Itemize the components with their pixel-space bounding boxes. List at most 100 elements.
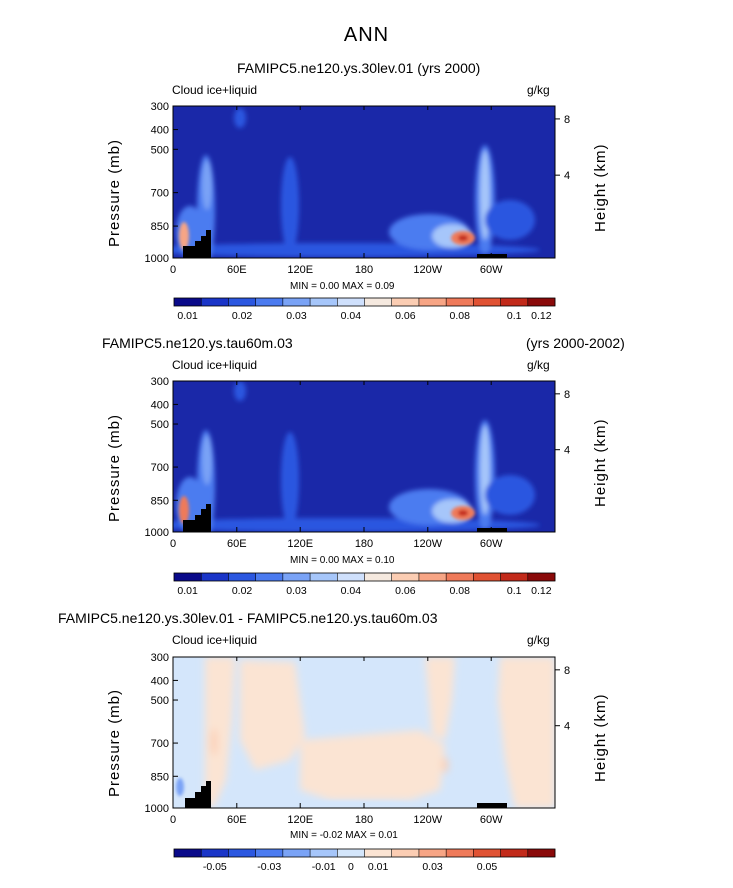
colorbar3-label: -0.03 [257, 861, 281, 873]
colorbar1-swatch [337, 298, 365, 306]
panel1-plot [172, 105, 556, 259]
panel2-maritime-tower [281, 432, 299, 528]
panel1-stats: MIN = 0.00 MAX = 0.09 [290, 281, 395, 292]
colorbar2-swatch [527, 573, 556, 581]
panel2-lon-tick-label: 0 [170, 538, 176, 550]
panel2-title: FAMIPC5.ne120.ys.tau60m.03 [102, 335, 293, 351]
colorbar3-swatch [500, 849, 529, 857]
panel3-lon-tick-label: 0 [170, 814, 176, 826]
panel3-positive-pacific [300, 730, 445, 800]
page-title: ANN [343, 24, 390, 46]
panel1-atlantic-cloud [485, 200, 535, 240]
panel1-topography-andes [477, 254, 507, 258]
panel1-height-tick-label: 4 [564, 170, 570, 182]
colorbar1-label: 0.04 [341, 310, 362, 322]
colorbar2-swatch [255, 573, 284, 581]
panel1-lon-tick-label: 60W [480, 264, 503, 276]
panel2-years: (yrs 2000-2002) [526, 335, 625, 351]
panel1-pressure-tick-label: 700 [151, 188, 169, 200]
colorbar1-swatch [201, 298, 229, 306]
panel2-pressure-tick-label: 1000 [145, 527, 169, 539]
colorbar3-swatch [255, 849, 284, 857]
colorbar2-swatch [446, 573, 474, 581]
panel1-variable-label: Cloud ice+liquid [172, 83, 258, 97]
panel1-title: FAMIPC5.ne120.ys.30lev.01 (yrs 2000) [237, 60, 481, 76]
colorbar2-swatch [418, 573, 447, 581]
colorbar2-label: 0.1 [507, 585, 522, 597]
panel1-pressure-tick-label: 500 [151, 144, 169, 156]
panel2-topography-andes [477, 528, 507, 532]
colorbar3-swatch [310, 849, 338, 857]
colorbar2-swatch [201, 573, 229, 581]
colorbar1-label: 0.12 [531, 310, 552, 322]
panel3-lon-tick-label: 120E [287, 814, 313, 826]
panel1-pressure-tick-label: 1000 [145, 253, 169, 265]
panel3-pressure-tick-label: 500 [151, 695, 169, 707]
panel2-height-tick-label: 4 [564, 445, 570, 457]
colorbar3-swatch [228, 849, 256, 857]
colorbar1-swatch [282, 298, 311, 306]
panel2-topography-africa [183, 504, 211, 532]
colorbar2-label: 0.03 [286, 585, 307, 597]
colorbar1-label: 0.06 [395, 310, 416, 322]
panel1-lon-tick-label: 0 [170, 264, 176, 276]
panel2-lon-tick-label: 60E [227, 538, 247, 550]
panel2-east-africa-core [202, 435, 212, 485]
colorbar3-swatch [174, 849, 202, 857]
colorbar1-swatch [174, 298, 202, 306]
colorbar1-swatch [255, 298, 284, 306]
panel2-stats: MIN = 0.00 MAX = 0.10 [290, 555, 395, 566]
panel2-lon-tick-label: 120E [287, 538, 313, 550]
colorbar2-swatch [337, 573, 365, 581]
panel1-lon-tick-label: 120E [287, 264, 313, 276]
panel3-topography-africa [185, 781, 211, 808]
panel2-atlantic-cloud [485, 475, 535, 515]
colorbar2-swatch [282, 573, 311, 581]
panel2-pressure-tick-label: 500 [151, 419, 169, 431]
panel3-lon-tick-label: 120W [413, 814, 442, 826]
colorbar3-swatch [527, 849, 556, 857]
panel2-max-east-core [458, 510, 468, 516]
colorbar1-frame [173, 297, 556, 307]
panel2-max-west [179, 496, 189, 524]
colorbar3-swatch [337, 849, 365, 857]
panel1-topography-africa [183, 230, 211, 258]
panel1-lon-tick-label: 180 [355, 264, 373, 276]
colorbar3-swatch [201, 849, 229, 857]
panel2-units: g/kg [527, 358, 550, 372]
panel3-lon-tick-label: 60E [227, 814, 247, 826]
colorbar3-label: 0.05 [477, 861, 498, 873]
panel3-pressure-tick-label: 400 [151, 675, 169, 687]
panel2-lon-tick-label: 60W [480, 538, 503, 550]
panel3-stats: MIN = -0.02 MAX = 0.01 [290, 830, 398, 841]
panel3-lon-tick-label: 60W [480, 814, 503, 826]
panel1-lon-tick-label: 60E [227, 264, 247, 276]
colorbar2-swatch [228, 573, 256, 581]
panel1-max-east-core [458, 235, 468, 241]
colorbar1-label: 0.03 [286, 310, 307, 322]
panel2-lon-tick-label: 120W [413, 538, 442, 550]
colorbar3-label: -0.01 [312, 861, 336, 873]
panel3-pressure-tick-label: 850 [151, 771, 169, 783]
colorbar1-swatch [418, 298, 447, 306]
colorbar3-frame [173, 848, 556, 858]
colorbar3-label: 0.03 [422, 861, 443, 873]
colorbar1-swatch [310, 298, 338, 306]
panel1-max-west [179, 222, 189, 250]
colorbar2-swatch [310, 573, 338, 581]
panel2-pressure-tick-label: 300 [151, 376, 169, 388]
panel1-upper-cloud [234, 108, 246, 128]
colorbar1-label: 0.08 [450, 310, 471, 322]
colorbar-layer: 0.01 0.02 0.03 0.04 0.06 0.08 0.1 0.12 0.01 0.02 0… [173, 297, 556, 873]
panel3-positive-atlantic [498, 657, 555, 808]
colorbar2-swatch [500, 573, 529, 581]
panel1-lon-tick-label: 120W [413, 264, 442, 276]
panel2-upper-cloud [234, 381, 246, 401]
colorbar1-swatch [473, 298, 501, 306]
colorbar1-swatch [228, 298, 256, 306]
colorbar3-swatch [446, 849, 474, 857]
panel2-pressure-tick-label: 400 [151, 399, 169, 411]
panel3-positive-core-b [442, 757, 448, 773]
panel3-positive-east-pacific [425, 657, 455, 740]
panel3-title: FAMIPC5.ne120.ys.30lev.01 - FAMIPC5.ne12… [58, 610, 438, 626]
